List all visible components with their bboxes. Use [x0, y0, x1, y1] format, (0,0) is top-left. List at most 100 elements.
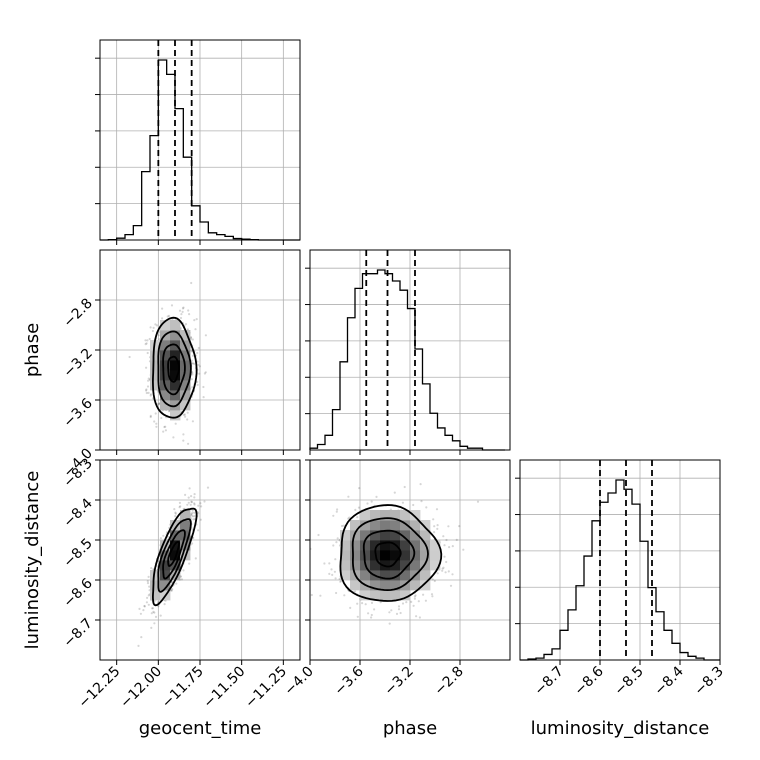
- scatter-point: [331, 573, 334, 577]
- density-cell: [170, 330, 181, 341]
- scatter-point: [189, 503, 192, 506]
- scatter-point: [395, 612, 399, 616]
- scatter-point: [190, 501, 193, 504]
- scatter-point: [200, 505, 203, 508]
- hist-frame: [309, 249, 511, 451]
- scatter-point: [148, 585, 151, 588]
- density-cell: [410, 560, 421, 571]
- scatter-point: [151, 329, 154, 333]
- density-cell: [340, 530, 351, 541]
- contour-line: [151, 507, 198, 607]
- scatter-point: [448, 546, 451, 549]
- density-cell: [360, 540, 371, 551]
- scatter-point: [146, 351, 149, 355]
- scatter-point: [433, 531, 436, 534]
- density-cell: [160, 570, 171, 581]
- scatter-point: [195, 318, 198, 321]
- scatter-point: [150, 612, 153, 615]
- scatter-point: [191, 338, 194, 341]
- scatter-point: [334, 577, 337, 580]
- density-cell: [360, 570, 371, 581]
- scatter-point: [462, 548, 465, 551]
- scatter-point: [436, 572, 439, 575]
- density-cell: [360, 510, 371, 521]
- scatter-point: [184, 415, 187, 418]
- density-cell: [380, 520, 391, 531]
- scatter-point: [158, 402, 161, 405]
- scatter-point: [203, 500, 206, 503]
- scatter-point: [181, 307, 185, 310]
- joint-frame: [309, 459, 511, 661]
- density-cell: [390, 570, 401, 581]
- scatter-point: [357, 506, 361, 509]
- scatter-point: [424, 599, 427, 602]
- scatter-point: [306, 542, 308, 544]
- scatter-point: [152, 326, 155, 329]
- scatter-point: [455, 538, 458, 542]
- scatter-point: [451, 545, 454, 548]
- x-tick-label: −8.3: [691, 664, 726, 699]
- scatter-point: [430, 593, 434, 596]
- scatter-point: [187, 309, 190, 312]
- scatter-point: [441, 567, 444, 570]
- x-tick-label: −8.7: [531, 664, 566, 699]
- scatter-point: [206, 486, 210, 489]
- density-cell: [160, 320, 171, 331]
- density-cell: [360, 530, 371, 541]
- scatter-point: [447, 570, 450, 573]
- density-cell: [170, 570, 181, 581]
- scatter-point: [190, 512, 193, 515]
- density-cell: [370, 580, 381, 591]
- hist-panel-phase: [305, 249, 511, 455]
- scatter-point: [179, 505, 182, 508]
- scatter-point: [193, 503, 196, 506]
- scatter-point: [145, 391, 148, 395]
- scatter-point: [148, 337, 151, 341]
- scatter-point: [197, 512, 200, 515]
- scatter-point: [184, 493, 187, 496]
- density-cell: [390, 550, 401, 561]
- density-cell: [380, 590, 391, 601]
- scatter-point: [193, 502, 196, 505]
- density-cell: [370, 530, 381, 541]
- x-tick-label: −12.00: [117, 664, 165, 712]
- density-cell: [420, 550, 431, 561]
- scatter-point: [413, 595, 416, 598]
- scatter-point: [343, 594, 346, 597]
- density-cell: [390, 510, 401, 521]
- scatter-point: [191, 511, 194, 514]
- scatter-point: [149, 394, 152, 397]
- density-cell: [400, 520, 411, 531]
- scatter-point: [180, 313, 183, 316]
- scatter-point: [182, 413, 185, 416]
- scatter-point: [410, 600, 413, 604]
- y-tick-label: −3.6: [60, 395, 95, 430]
- scatter-point: [443, 544, 446, 547]
- scatter-point: [431, 578, 434, 581]
- density-cell: [390, 530, 401, 541]
- scatter-point: [197, 363, 200, 366]
- scatter-point: [182, 433, 185, 436]
- density-cell: [170, 350, 181, 361]
- scatter-point: [198, 365, 201, 368]
- scatter-point: [196, 360, 199, 363]
- scatter-point: [202, 385, 205, 389]
- scatter-point: [190, 500, 193, 503]
- scatter-point: [193, 515, 196, 518]
- scatter-point: [442, 566, 445, 569]
- scatter-point: [144, 343, 147, 346]
- scatter-point: [186, 503, 189, 506]
- density-cell: [160, 370, 171, 381]
- scatter-point: [348, 516, 351, 519]
- scatter-point: [399, 611, 402, 615]
- contour-line: [351, 517, 429, 592]
- scatter-point: [149, 393, 153, 396]
- density-cell: [370, 510, 381, 521]
- scatter-point: [349, 606, 352, 610]
- scatter-point: [390, 609, 393, 612]
- scatter-point: [191, 528, 194, 531]
- scatter-point: [147, 603, 150, 606]
- density-cell: [180, 350, 191, 361]
- scatter-point: [388, 611, 391, 614]
- scatter-point: [182, 439, 185, 442]
